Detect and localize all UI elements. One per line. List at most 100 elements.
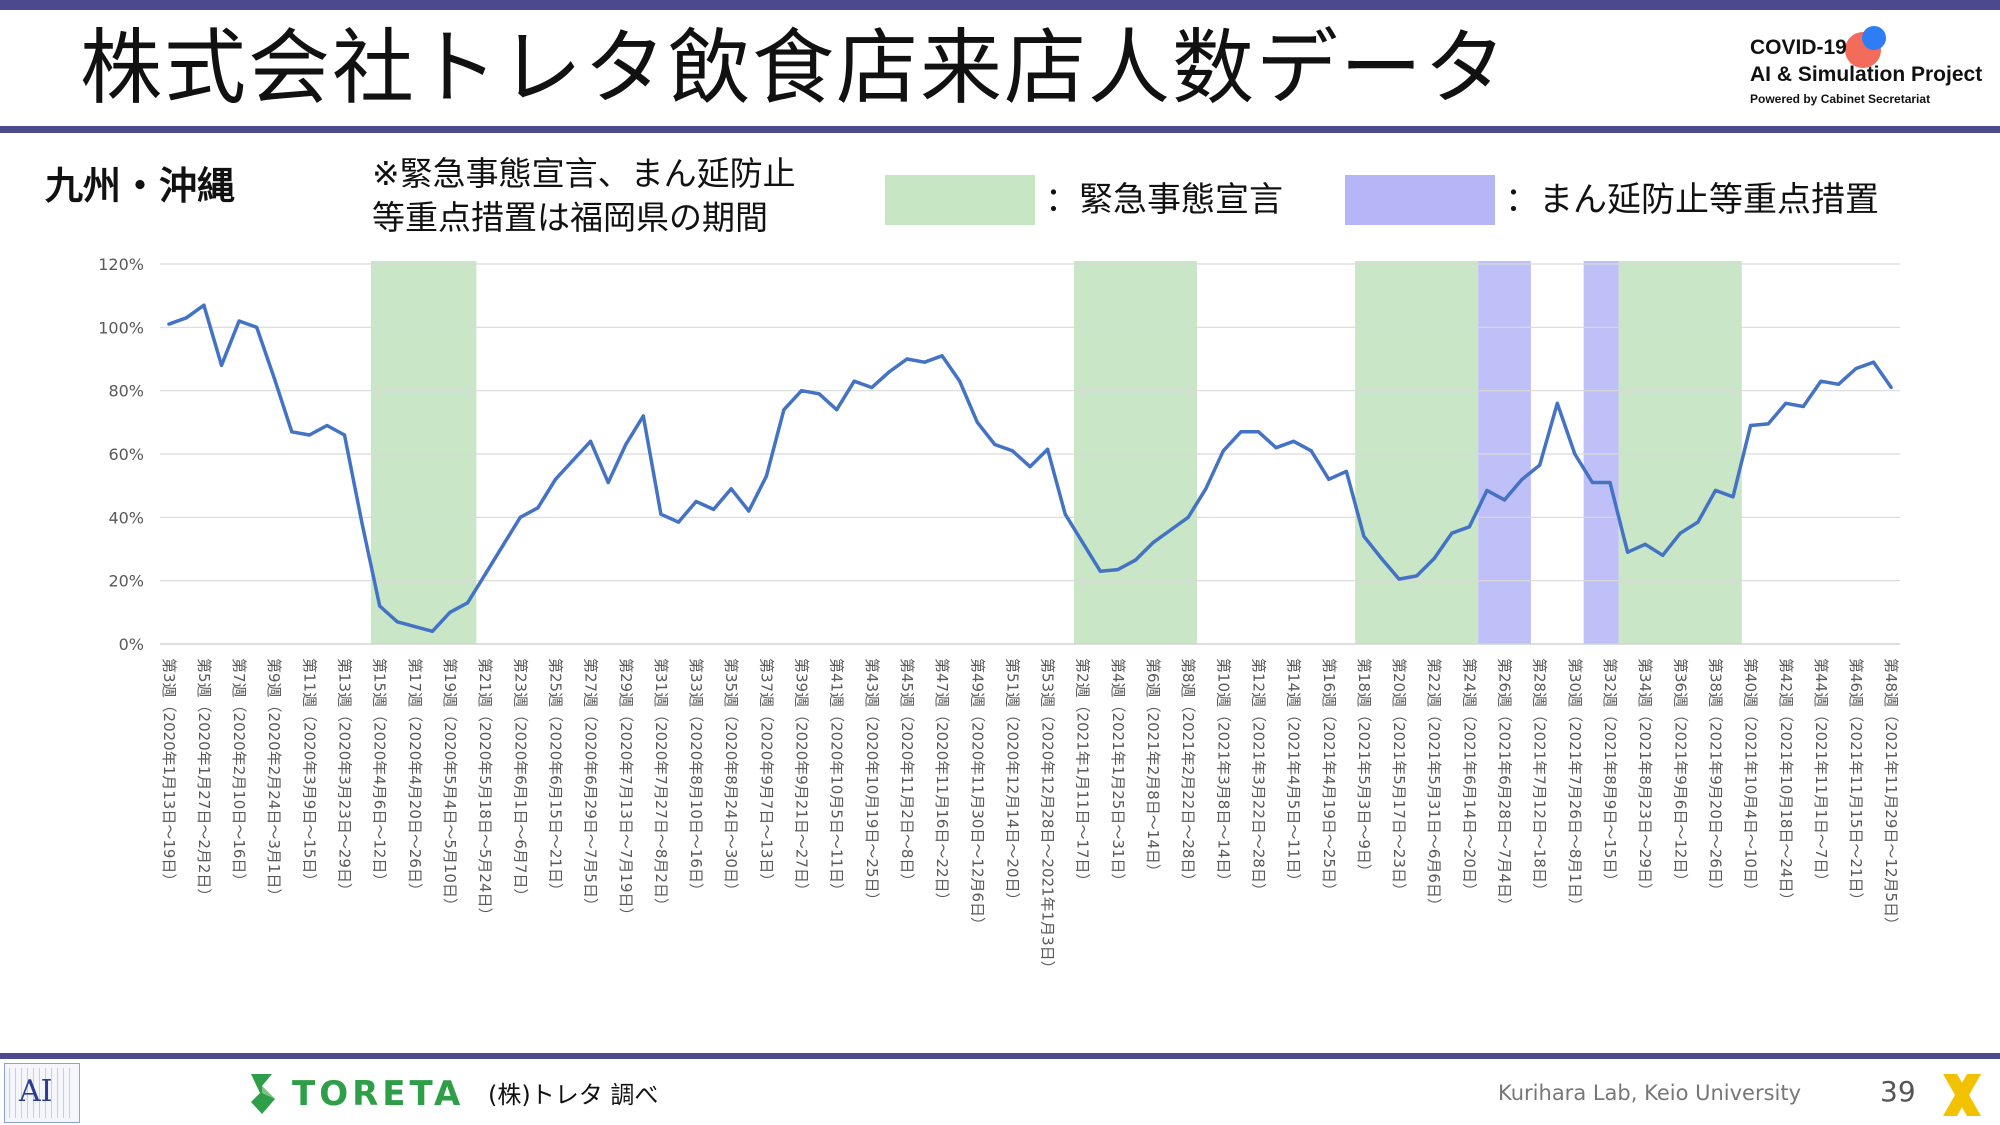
x-tick-label: 第38週（2021年9月20日～26日）	[1706, 658, 1724, 898]
data-point	[958, 379, 962, 383]
x-tick-label: 第35週（2020年8月24日～30日）	[722, 658, 740, 898]
ai-logo-text: AI	[19, 1074, 53, 1109]
data-point	[975, 420, 979, 424]
data-point	[1590, 480, 1595, 485]
data-point	[1274, 446, 1278, 450]
data-point	[307, 433, 311, 437]
y-tick-label: 0%	[119, 635, 144, 654]
x-tick-label: 第30週（2021年7月26日～8月1日）	[1566, 658, 1584, 913]
x-tick-label: 第31週（2020年7月27日～8月2日）	[652, 658, 670, 913]
data-point	[1221, 449, 1225, 453]
x-tick-label: 第33週（2020年8月10日～16日）	[687, 658, 705, 898]
x-tick-label: 第47週（2020年11月16日～22日）	[933, 658, 951, 908]
x-tick-label: 第9週（2020年2月24日～3月1日）	[265, 658, 283, 903]
x-tick-label: 第19週（2020年5月4日～5月10日）	[441, 658, 459, 913]
data-point	[1098, 569, 1102, 573]
x-tick-label: 第5週（2020年1月27日～2月2日）	[195, 658, 213, 903]
footer-divider	[0, 1053, 2000, 1059]
data-point	[395, 620, 399, 624]
data-point	[1028, 465, 1032, 469]
data-point	[1327, 477, 1331, 481]
x-tick-label: 第34週（2021年8月23日～29日）	[1636, 658, 1654, 898]
y-tick-label: 100%	[98, 318, 144, 337]
data-point	[1872, 360, 1876, 364]
x-tick-label: 第36週（2021年9月6日～12日）	[1671, 658, 1689, 888]
x-tick-label: 第51週（2020年12月14日～20日）	[1003, 658, 1021, 908]
data-point	[747, 509, 751, 513]
data-point	[465, 601, 470, 605]
logo-blue-dot	[1862, 26, 1886, 50]
x-tick-label: 第21週（2020年5月18日～5月24日）	[476, 658, 494, 923]
toreta-mark-icon	[251, 1074, 275, 1114]
period-band-emergency-5	[1618, 261, 1742, 644]
page-number: 39	[1880, 1075, 1916, 1108]
legend-priority-swatch	[1345, 175, 1495, 225]
data-point	[782, 408, 786, 412]
period-note-line2: 等重点措置は福岡県の期間	[372, 198, 768, 237]
data-point	[1397, 577, 1401, 581]
data-point	[1661, 553, 1665, 557]
x-tick-label: 第6週（2021年2月8日～14日）	[1144, 658, 1162, 879]
data-point	[1344, 469, 1348, 474]
data-point	[1292, 439, 1296, 443]
data-point	[1116, 567, 1120, 572]
data-point	[1239, 430, 1243, 434]
period-band-emergency-1	[1073, 261, 1197, 644]
page-title: 株式会社トレタ飲食店来店人数データ	[80, 21, 1509, 116]
x-tick-label: 第2週（2021年1月11日～17日）	[1074, 658, 1092, 888]
logo-line2: AI & Simulation Project	[1750, 63, 1983, 86]
data-point	[852, 379, 856, 383]
data-point	[1731, 495, 1735, 499]
x-tick-label: 第42週（2021年10月18日～24日）	[1777, 658, 1795, 908]
period-band-priority-3	[1478, 261, 1531, 644]
period-band-emergency-2	[1355, 261, 1479, 644]
data-point	[729, 487, 733, 491]
data-point	[641, 414, 645, 418]
data-point	[817, 392, 821, 396]
data-point	[184, 316, 188, 320]
data-point	[1467, 525, 1471, 529]
x-tick-label: 第4週（2021年1月25日～31日）	[1109, 658, 1127, 888]
data-point	[553, 477, 558, 481]
y-tick-label: 60%	[108, 445, 144, 464]
data-point	[905, 357, 909, 361]
data-point	[624, 442, 628, 447]
data-point	[1045, 447, 1050, 451]
data-point	[448, 610, 452, 614]
y-tick-label: 120%	[98, 255, 144, 274]
data-point	[536, 506, 540, 510]
data-point	[1520, 477, 1524, 481]
data-point	[1819, 379, 1823, 383]
x-tick-label: 第45週（2020年11月2日～8日）	[898, 658, 916, 888]
x-tick-label: 第26週（2021年6月28日～7月4日）	[1496, 658, 1514, 913]
x-tick-label: 第22週（2021年5月31日～6月6日）	[1425, 658, 1443, 913]
data-point	[167, 322, 171, 326]
data-point	[1555, 401, 1559, 405]
data-point	[1749, 423, 1753, 428]
data-point	[290, 430, 294, 434]
data-point	[501, 544, 505, 548]
data-point	[1133, 558, 1138, 562]
data-point	[571, 458, 575, 462]
period-note: ※緊急事態宣言、まん延防止 等重点措置は福岡県の期間	[372, 152, 796, 240]
data-point	[712, 507, 716, 512]
x-tick-label: 第48週（2021年11月29日～12月5日）	[1882, 658, 1900, 932]
covid-project-logo: COVID-19 AI & Simulation Project Powered…	[1745, 26, 1985, 115]
data-point	[1151, 541, 1155, 545]
data-point	[378, 604, 382, 608]
data-point	[272, 376, 276, 380]
visitor-line-chart: 0% 20% 40% 60% 80% 100% 120% 第3週（2020年1月13日～19日…	[98, 255, 1900, 976]
data-point	[1573, 452, 1577, 456]
data-point	[1081, 541, 1085, 545]
data-point	[1309, 449, 1313, 453]
source-note: (株)トレタ 調べ	[488, 1081, 659, 1109]
x-tick-label: 第15週（2020年4月6日～12日）	[371, 658, 389, 888]
data-point	[1256, 430, 1261, 434]
period-band-emergency-0	[370, 261, 477, 644]
x-tick-label: 第39週（2020年9月21日～27日）	[793, 658, 811, 898]
data-point	[1485, 488, 1489, 493]
x-tick-label: 第46週（2021年11月15日～21日）	[1847, 658, 1865, 908]
toreta-wordmark: TORETA	[292, 1074, 465, 1114]
data-point	[219, 363, 224, 367]
data-point	[202, 303, 206, 307]
